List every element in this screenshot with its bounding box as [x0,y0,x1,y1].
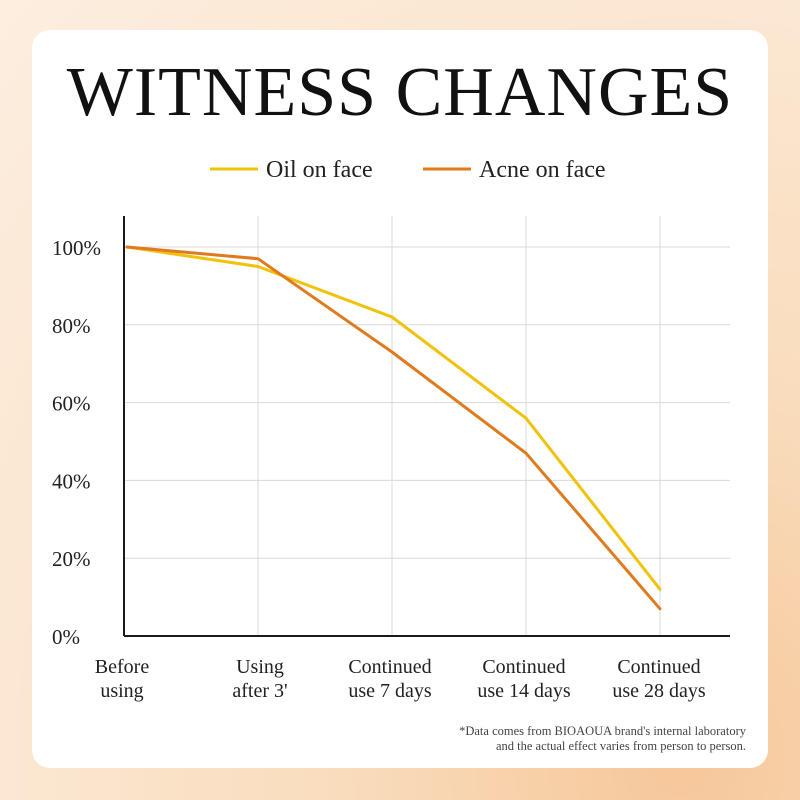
legend-label: Acne on face [479,157,606,183]
axes [123,216,730,637]
y-tick-label: 60% [52,392,91,416]
legend: Oil on face Acne on face [210,157,606,183]
x-tick-label: use 7 days [348,680,432,702]
x-tick-label: Continued [482,656,565,678]
x-tick-label: use 14 days [477,680,571,702]
x-tick-label: Before [95,656,150,678]
series-line-acne [125,245,662,611]
y-tick-label: 80% [52,314,91,338]
x-tick-label: Continued [617,656,700,678]
x-tick-label: Continued [348,656,431,678]
legend-label: Oil on face [266,157,373,183]
page-title: WITNESS CHANGES [66,54,734,131]
y-tick-label: 100% [52,236,101,260]
series-line-oil [125,245,662,591]
x-tick-label: use 28 days [612,680,706,702]
y-tick-label: 0% [52,625,80,649]
x-tick-label: using [100,680,143,702]
footnote-line-2: and the actual effect varies from person… [495,739,746,753]
x-tick-label: after 3' [232,680,287,702]
y-tick-label: 20% [52,547,91,571]
footnote-line-1: *Data comes from BIOAOUA brand's interna… [459,724,746,738]
series-lines [125,245,662,611]
x-tick-label: Using [236,656,284,678]
footnote: *Data comes from BIOAOUA brand's interna… [459,724,746,754]
grid-lines [124,216,730,636]
y-tick-label: 40% [52,469,91,493]
chart-card [32,30,768,768]
